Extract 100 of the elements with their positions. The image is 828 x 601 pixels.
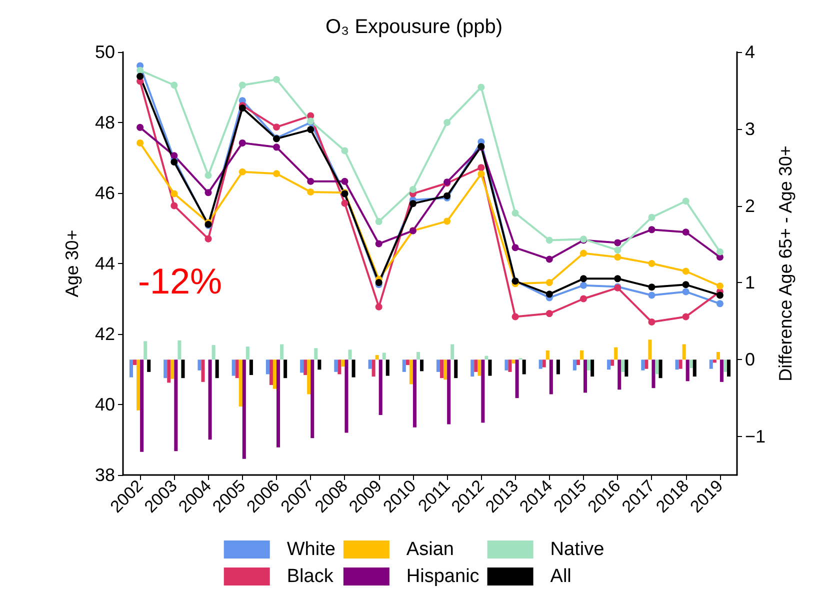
bar [572,360,576,370]
point [273,124,280,131]
y-tick-label: 42 [94,324,115,344]
bar [164,360,168,378]
bar [644,360,648,369]
bar [512,360,516,364]
point [238,139,246,146]
bar [484,356,488,360]
legend-label: All [550,566,572,587]
point [580,275,587,282]
point [204,235,212,242]
point [546,256,553,263]
y2-tick-label: 1 [745,272,756,293]
bar [368,360,372,369]
legend-label: Black [286,566,334,587]
point [682,228,690,236]
bar [580,350,584,360]
bar [402,360,406,372]
point [648,260,656,267]
bar [614,347,618,360]
bar [238,360,242,407]
bar [470,360,474,377]
bar [522,360,526,374]
point [444,218,451,225]
point [273,170,280,178]
point [546,236,553,244]
point [170,190,178,198]
bar [692,360,696,377]
bar [590,360,594,377]
y2-tick-label: 3 [745,118,756,139]
bar [478,360,482,376]
bar [272,360,276,389]
point [716,282,724,290]
annotation: -12% [138,260,222,302]
point [238,168,246,176]
bar [212,345,216,360]
bar [246,346,250,360]
bar [542,360,546,368]
point [136,139,144,146]
legend-label: Native [550,539,604,560]
bar [454,360,458,378]
bar [178,340,182,360]
bar [249,360,253,376]
bar [348,350,352,360]
bar [655,360,659,374]
point [375,240,382,248]
point [648,318,656,326]
bar [618,360,622,390]
bar [689,360,693,368]
bar [170,360,174,379]
point [648,214,656,221]
bar [624,360,628,377]
point [580,295,587,302]
bar [181,360,185,378]
bar [242,360,246,459]
bar [508,360,512,372]
bar [682,344,686,360]
bar [215,360,219,378]
legend-label: Hispanic [406,566,480,587]
point [512,313,519,320]
y-tick-label: 46 [94,183,115,203]
bar [310,360,314,438]
bar [208,360,212,440]
bar [201,360,205,382]
point [409,200,416,208]
point [238,82,246,89]
bar [133,360,137,366]
legend-label: Asian [406,539,454,560]
bar [198,360,202,370]
bar [378,360,382,416]
bar [546,350,550,360]
bar [587,360,591,370]
bar [440,360,444,378]
point [682,268,690,275]
bar [304,360,308,376]
point [307,126,314,134]
bar [436,360,440,372]
bar [610,360,614,366]
point [716,300,724,308]
point [273,76,280,83]
point [716,292,724,299]
bar [584,360,588,393]
bar [556,360,560,374]
point [273,144,280,151]
bar [720,360,724,382]
bar [723,360,727,372]
bar [269,360,273,386]
point [682,281,690,288]
bar [144,341,148,360]
bar [386,360,390,376]
point [478,170,485,178]
bar [678,360,682,369]
point [682,313,690,320]
point [409,186,416,193]
point [546,279,553,286]
point [170,202,178,210]
bar [280,344,284,360]
y2-tick-label: 4 [745,42,756,62]
bar [235,360,239,378]
bar [412,360,416,428]
